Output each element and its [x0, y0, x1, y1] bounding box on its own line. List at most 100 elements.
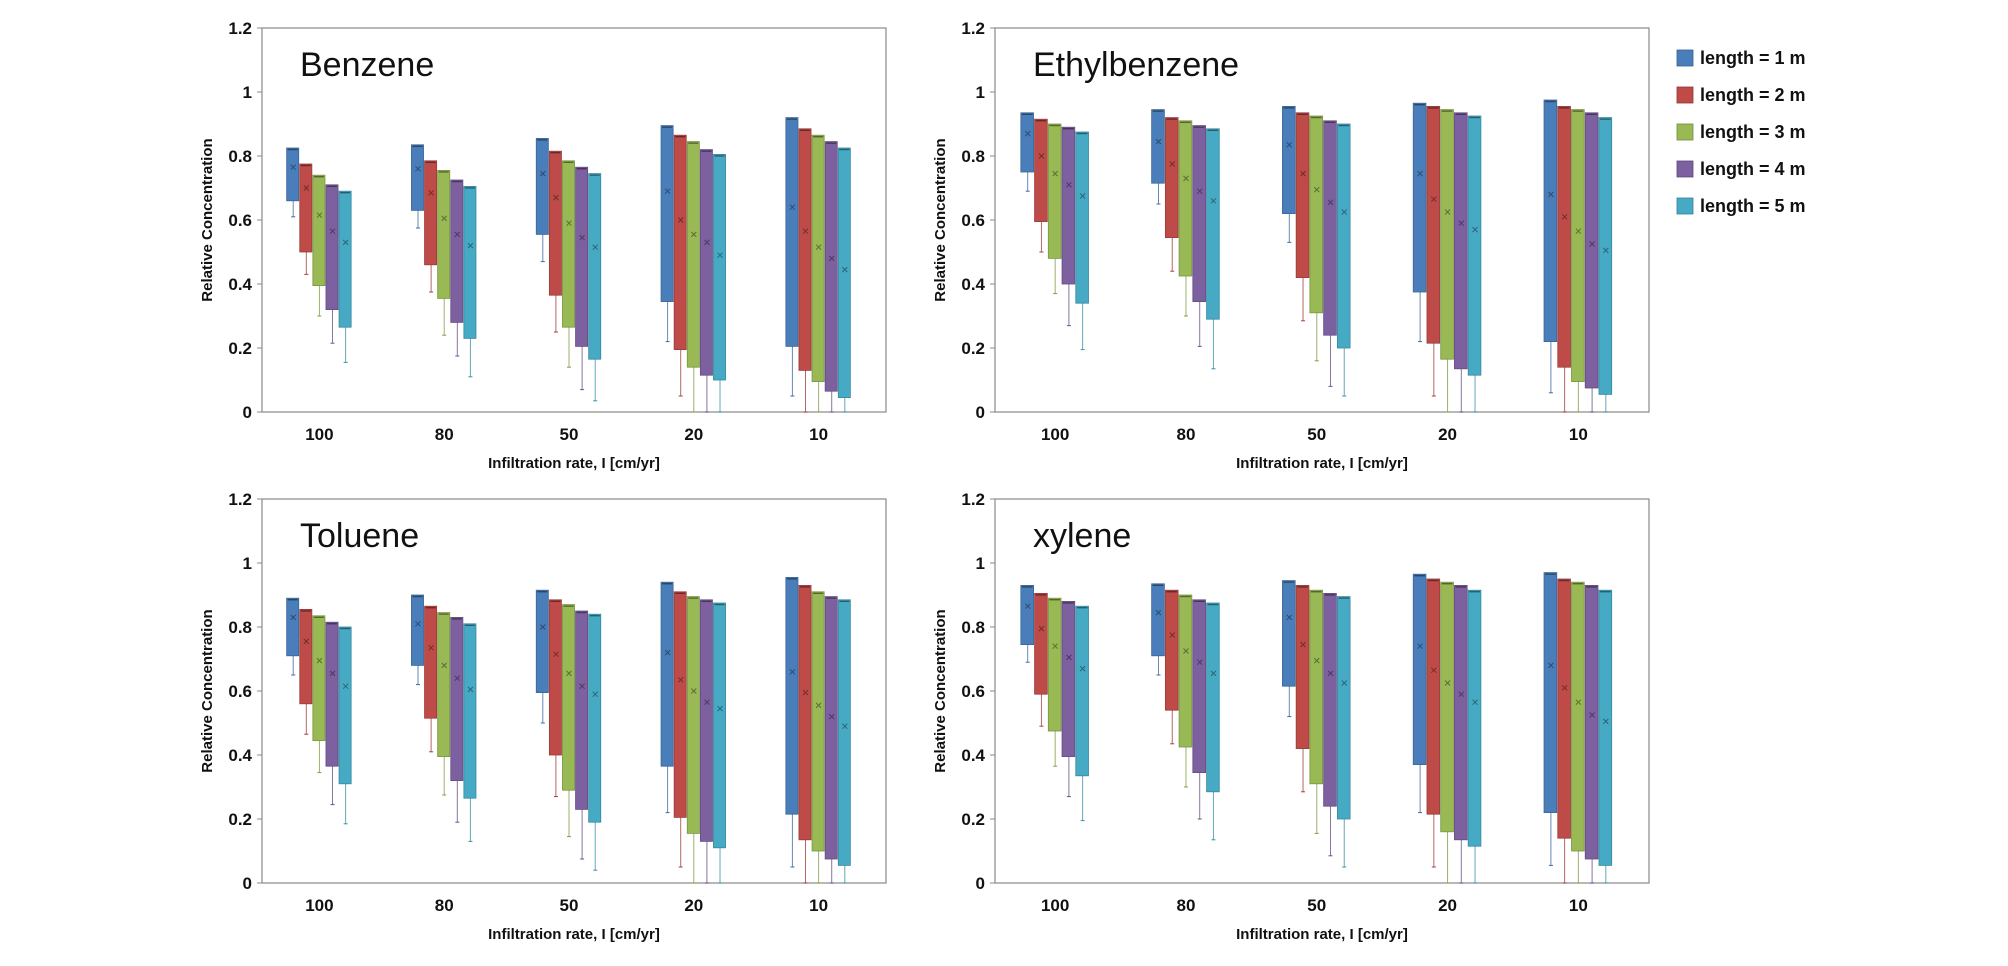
box-body: [1034, 118, 1048, 222]
box-mark: [1282, 106, 1296, 243]
box-body: [1584, 585, 1599, 860]
box-mark: [1151, 109, 1165, 205]
mean-marker: [1286, 141, 1293, 148]
mean-marker: [690, 231, 697, 238]
mean-marker: [704, 239, 710, 246]
y-tick-label: 0.8: [228, 147, 252, 166]
box-mark: [1075, 131, 1089, 351]
mean-marker: [1561, 213, 1568, 220]
box-body: [1178, 594, 1193, 748]
mean-marker: [329, 228, 336, 235]
box-mark: [1020, 585, 1034, 663]
mean-marker: [454, 231, 461, 238]
y-axis-label: Relative Concentration: [932, 609, 949, 772]
mean-marker: [815, 244, 822, 251]
mean-marker: [1458, 220, 1465, 227]
mean-marker: [1548, 662, 1554, 669]
legend-label: length = 2 m: [1700, 85, 1806, 105]
box-mark: [1323, 120, 1337, 387]
y-tick-label: 0.6: [228, 211, 252, 230]
box-mark: [1336, 596, 1351, 868]
box-body: [312, 174, 326, 286]
legend: length = 1 m length = 2 m length = 3 m l…: [1676, 48, 1806, 216]
box-mark: [1295, 585, 1310, 793]
x-tick-label: 50: [1307, 896, 1326, 915]
box-mark: [811, 134, 825, 413]
box-mark: [1061, 601, 1076, 798]
mean-marker: [415, 165, 421, 172]
box-mark: [1571, 581, 1585, 884]
box-mark: [535, 589, 549, 724]
mean-marker: [1313, 186, 1320, 193]
legend-item: length = 2 m: [1676, 85, 1806, 105]
box-body: [1467, 589, 1482, 847]
box-mark: [450, 617, 464, 823]
box-body: [1571, 109, 1585, 382]
mean-marker: [1327, 670, 1334, 677]
legend-label: length = 5 m: [1700, 196, 1806, 216]
box-body: [463, 623, 477, 799]
box-body: [1178, 120, 1193, 277]
box-mark: [1047, 597, 1062, 767]
box-body: [1426, 578, 1441, 815]
box-mark: [785, 577, 799, 868]
box-mark: [411, 144, 424, 229]
box-body: [1061, 601, 1076, 758]
box-mark: [548, 150, 562, 333]
mean-marker: [802, 689, 809, 696]
box-mark: [325, 621, 339, 806]
box-body: [1412, 102, 1427, 293]
x-tick-label: 50: [1307, 425, 1326, 444]
mean-marker: [841, 723, 848, 730]
box-body: [450, 617, 464, 782]
mean-marker: [1196, 188, 1203, 195]
y-tick-label: 1.2: [228, 490, 252, 509]
y-tick-label: 1.2: [961, 19, 985, 38]
mean-marker: [342, 683, 349, 690]
box-mark: [299, 609, 313, 735]
box-body: [1412, 573, 1427, 766]
box-mark: [699, 149, 713, 413]
mean-marker: [1155, 609, 1162, 616]
box-body: [824, 596, 838, 860]
mean-marker: [290, 614, 297, 621]
mean-marker: [717, 252, 723, 259]
box-mark: [811, 591, 825, 884]
mean-marker: [579, 683, 585, 690]
box-body: [299, 163, 313, 253]
box-mark: [1454, 112, 1468, 413]
box-body: [1309, 589, 1324, 785]
box-mark: [1192, 599, 1206, 820]
box-mark: [673, 591, 687, 868]
box-body: [1426, 106, 1441, 344]
box-body: [1282, 106, 1296, 214]
box-body: [673, 134, 687, 350]
box-body: [1020, 585, 1034, 646]
box-body: [699, 149, 713, 376]
box-body: [1454, 112, 1468, 370]
box-body: [686, 141, 700, 368]
x-tick-label: 10: [1569, 425, 1588, 444]
box-body: [286, 597, 300, 657]
mean-marker: [290, 164, 297, 171]
box-mark: [1440, 581, 1454, 884]
box-body: [1075, 131, 1089, 304]
mean-marker: [441, 215, 448, 222]
box-body: [1323, 593, 1337, 807]
mean-marker: [1430, 667, 1437, 674]
box-mark: [1282, 580, 1296, 718]
mean-marker: [1589, 241, 1595, 247]
panel-title: Benzene: [300, 46, 434, 84]
mean-marker: [704, 699, 710, 706]
box-mark: [1557, 578, 1571, 884]
mean-marker: [553, 194, 559, 201]
mean-marker: [1341, 209, 1348, 215]
box-body: [1571, 581, 1585, 852]
box-body: [1034, 593, 1048, 695]
x-tick-label: 80: [1177, 896, 1196, 915]
box-mark: [660, 125, 674, 343]
box-body: [798, 128, 812, 371]
x-axis-label: Infiltration rate, I [cm/yr]: [488, 455, 660, 472]
box-mark: [437, 169, 451, 336]
box-mark: [1336, 123, 1351, 397]
